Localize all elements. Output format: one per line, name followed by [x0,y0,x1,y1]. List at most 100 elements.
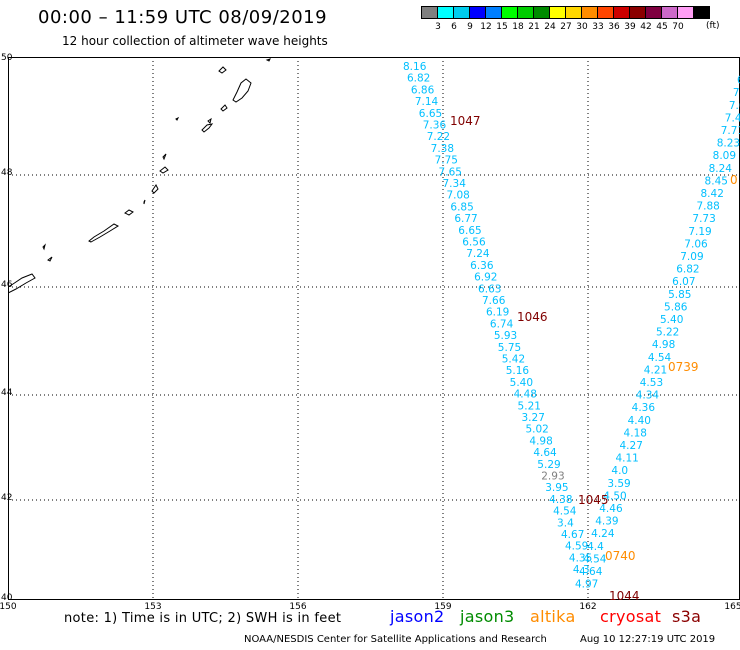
color-scale-tick: 9 [467,22,473,32]
wave-height-value: 4.36 [632,402,656,414]
wave-height-value: 6.86 [411,84,435,96]
wave-height-value: 4.35 [569,552,592,564]
satellite-legend-altika: altika [530,607,576,626]
map-subtitle: 12 hour collection of altimeter wave hei… [62,34,328,48]
wave-height-value: 4.98 [529,435,552,447]
color-scale-unit: (ft) [706,21,720,31]
coastline [8,273,36,294]
wave-height-value: 4.54 [553,506,577,518]
wave-height-value: 4.53 [640,377,663,389]
color-swatch [501,6,518,19]
wave-height-value: 8.23 [717,138,740,150]
wave-height-value: 4.0 [611,465,628,477]
color-scale-tick: 21 [528,22,540,32]
wave-height-value: 4.34 [636,390,660,402]
wave-height-value: 3.59 [607,478,630,490]
wave-height-value: 4.48 [514,389,537,401]
footer-note: note: 1) Time is in UTC; 2) SWH is in fe… [64,611,342,626]
wave-height-value: 4.64 [579,566,603,578]
longitude-label: 156 [289,602,307,612]
wave-height-value: 6.92 [474,272,497,284]
coastline [151,184,159,194]
coastline [175,116,180,121]
color-scale-tick: 30 [576,22,588,32]
color-scale-tick: 12 [480,22,492,32]
coastline [88,223,120,243]
latitude-label: 40 [1,593,13,603]
color-scale-tick: 45 [656,22,668,32]
wave-height-value: 6.74 [490,318,514,330]
wave-height-value: 7.66 [482,295,506,307]
wave-height-value: 4.50 [603,490,626,502]
wave-height-value: 8.09 [713,150,736,162]
overpass-time-label: 0 [730,173,738,187]
wave-height-value: 4.27 [620,440,643,452]
wave-height-value: 3.95 [545,482,568,494]
wave-height-value: 5.75 [498,342,521,354]
wave-height-value: 5.40 [660,314,683,326]
wave-height-value: 7.71 [721,125,740,137]
wave-height-value: 2.93 [541,471,564,483]
overpass-time-label: 0739 [668,360,699,374]
wave-height-value: 7.6 [729,100,740,112]
color-scale-tick: 42 [640,22,652,32]
latitude-label: 42 [1,493,13,503]
color-swatch [533,6,550,19]
wave-height-value: 5.22 [656,327,679,339]
wave-height-value: 3.27 [522,412,545,424]
wave-height-value: 4.40 [628,415,651,427]
wave-height-value: 6.82 [407,73,430,85]
wave-height-value: 8.45 [705,175,728,187]
satellite-legend-s3a: s3a [672,607,702,626]
wave-height-value: 4.4 [587,541,604,553]
satellite-legend-jason2: jason2 [390,607,445,626]
overpass-time-label: 1044 [609,589,640,600]
wave-height-value: 6.56 [462,237,486,249]
coastline [232,78,252,103]
longitude-label: 150 [0,602,17,612]
color-swatch [453,6,470,19]
wave-height-value: 4.59 [565,541,588,553]
wave-height-value: 7.88 [696,201,719,213]
coastline [220,104,228,112]
coastline [162,153,167,161]
longitude-label: 162 [579,602,597,612]
wave-height-value: 4.54 [583,553,607,565]
wave-height-value: 6.82 [676,264,699,276]
color-scale-tick: 70 [672,22,684,32]
color-swatch [485,6,502,19]
coastline [124,209,134,216]
wave-height-value: 4.67 [561,529,584,541]
wave-height-value: 6 [737,75,740,87]
color-scale-tick: 6 [451,22,457,32]
coastline [218,66,227,74]
wave-height-value: 7.73 [692,213,715,225]
latitude-label: 48 [1,168,13,178]
wave-height-value: 5.40 [510,377,533,389]
wave-height-value: 5.85 [668,289,691,301]
coastline [159,166,169,174]
wave-height-value: 4.98 [652,339,675,351]
color-swatch [421,6,438,19]
overpass-time-label: 1047 [450,114,481,128]
longitude-label: 159 [434,602,452,612]
wave-height-value: 7.38 [431,143,454,155]
wave-height-value: 4.46 [599,503,623,515]
wave-height-value: 4.24 [591,528,615,540]
latitude-label: 46 [1,280,13,290]
wave-height-value: 6.85 [450,201,473,213]
color-swatch [565,6,582,19]
color-swatch [645,6,662,19]
wave-height-value: 7.08 [446,190,469,202]
wave-height-value: 6.63 [478,283,501,295]
wave-height-value: 7.4 [733,87,740,99]
wave-height-value: 5.21 [518,400,541,412]
wave-height-value: 7.24 [466,248,490,260]
wave-height-value: 8.24 [709,163,733,175]
wave-height-value: 7.34 [443,178,467,190]
wave-height-value: 7.09 [680,251,703,263]
color-swatch [469,6,486,19]
color-swatch [581,6,598,19]
wave-height-value: 3.4 [557,517,574,529]
color-swatch [517,6,534,19]
